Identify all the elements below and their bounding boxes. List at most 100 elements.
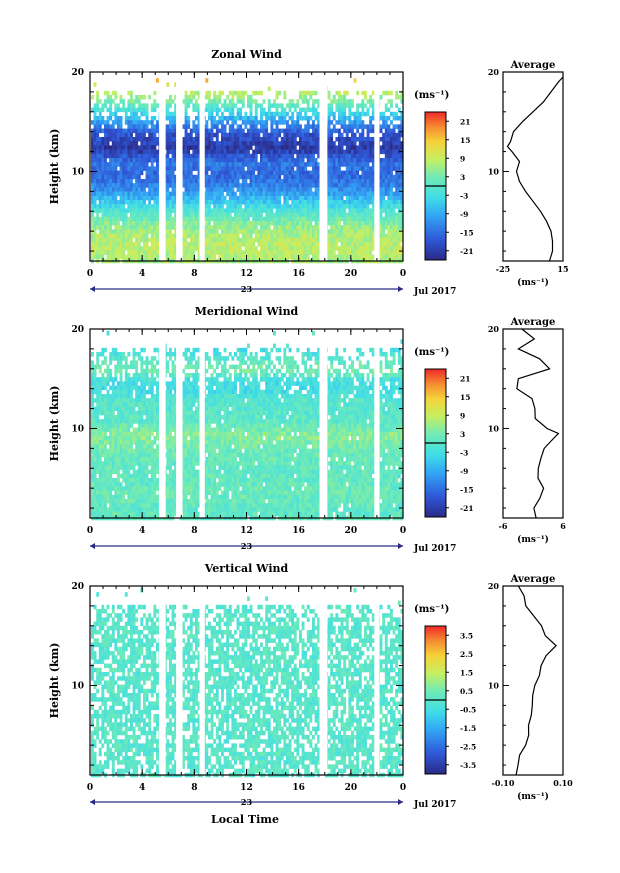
average-y-tick-label: 10: [488, 423, 500, 433]
x-tick-label: 0: [87, 526, 93, 536]
panel-vertical-wind: Vertical Wind 0 4 8 12 16 20 0 10 20 Height (km) 23…: [48, 562, 573, 810]
colorbar-tick-label: -21: [460, 247, 474, 256]
y-tick-label: 20: [71, 68, 84, 78]
colorbar-tick-label: 3: [460, 173, 465, 182]
average-y-tick-label: 20: [488, 581, 500, 591]
data-gap: [199, 330, 205, 518]
colorbar-tick-label: -3: [460, 191, 468, 200]
y-tick-label: 10: [71, 167, 84, 177]
data-gap: [374, 587, 380, 775]
colorbar-unit: (ms⁻¹): [414, 604, 449, 615]
colorbar-tick-label: 21: [460, 374, 470, 383]
x-tick-label: 16: [292, 526, 305, 536]
colorbar-tick-label: 15: [460, 136, 470, 145]
x-tick-label: 8: [191, 526, 197, 536]
panel-zonal-wind: Zonal Wind 0 4 8 12 16 20 0 10 20 Height (km) 23 Jul…: [48, 48, 569, 297]
average-line: [515, 585, 557, 776]
average-unit: (ms⁻¹): [517, 534, 549, 545]
y-axis-label: Height (km): [48, 129, 61, 205]
colorbar-tick-label: -2.5: [460, 742, 476, 751]
colorbar-tick-label: -9: [460, 467, 468, 476]
x-tick-label: 12: [240, 526, 253, 536]
average-x-tick-label: 6: [560, 521, 566, 531]
average-unit: (ms⁻¹): [517, 791, 549, 802]
x-tick-label: 16: [292, 269, 305, 279]
average-profile: Average -25 15 10 20 (ms⁻¹): [488, 60, 569, 288]
y-axis-label: Height (km): [48, 643, 61, 719]
colorbar-tick-label: 15: [460, 393, 470, 402]
data-gap: [199, 73, 205, 261]
average-title: Average: [510, 317, 556, 328]
colorbar-tick-label: -1.5: [460, 724, 476, 733]
y-tick-label: 20: [71, 582, 84, 592]
average-x-tick-label: -25: [496, 264, 510, 274]
data-gap: [159, 73, 166, 261]
panel-title: Meridional Wind: [195, 305, 299, 318]
average-y-tick-label: 10: [488, 166, 500, 176]
average-x-tick-label: 15: [557, 264, 568, 274]
average-profile: Average -0.10 0.10 10 20 (ms⁻¹): [488, 574, 573, 802]
data-gap: [176, 73, 183, 261]
x-tick-label: 0: [87, 783, 93, 793]
x-tick-label: 8: [191, 269, 197, 279]
day-label: 23: [241, 541, 253, 551]
average-frame: [502, 328, 564, 519]
x-tick-label: 16: [292, 783, 305, 793]
heatmap-field: [91, 588, 404, 778]
data-gap: [176, 587, 183, 775]
average-profile: Average -6 6 10 20 (ms⁻¹): [488, 317, 566, 545]
panel-meridional-wind: Meridional Wind 0 4 8 12 16 20 0 10 20 Height (km)…: [48, 305, 566, 554]
colorbar-unit: (ms⁻¹): [414, 347, 449, 358]
average-frame: [502, 585, 564, 776]
colorbar-tick-label: 9: [460, 154, 465, 163]
date-label: Jul 2017: [413, 287, 456, 297]
colorbar-tick-label: -3: [460, 448, 468, 457]
colorbar-tick-label: 21: [460, 117, 470, 126]
average-title: Average: [510, 60, 556, 71]
y-axis-label: Height (km): [48, 386, 61, 462]
data-gap: [319, 587, 328, 775]
x-tick-label: 4: [139, 526, 145, 536]
average-x-tick-label: 0.10: [553, 778, 573, 788]
data-gap: [159, 330, 166, 518]
date-label: Jul 2017: [413, 800, 456, 810]
heatmap-field: [91, 74, 404, 264]
x-axis-label: Local Time: [211, 813, 279, 826]
heatmap-field: [91, 331, 404, 521]
data-gap: [319, 330, 328, 518]
average-line: [516, 328, 560, 519]
colorbar-tick-label: -15: [460, 228, 474, 237]
x-tick-label: 4: [139, 269, 145, 279]
colorbar-tick-label: 3.5: [460, 631, 473, 640]
x-tick-label: 20: [345, 526, 358, 536]
y-tick-label: 10: [71, 424, 84, 434]
x-tick-label: 12: [240, 269, 253, 279]
x-tick-label: 0: [400, 269, 406, 279]
x-tick-label: 4: [139, 783, 145, 793]
colorbar-tick-label: -9: [460, 210, 468, 219]
x-tick-label: 12: [240, 783, 253, 793]
x-tick-label: 0: [400, 783, 406, 793]
average-frame: [502, 71, 564, 262]
data-gap: [374, 73, 380, 261]
panel-title: Zonal Wind: [211, 48, 282, 61]
y-tick-label: 20: [71, 325, 84, 335]
colorbar-tick-label: 1.5: [460, 668, 473, 677]
average-y-tick-label: 10: [488, 680, 500, 690]
colorbar-tick-label: 3: [460, 430, 465, 439]
data-gap: [374, 330, 380, 518]
average-line: [506, 76, 564, 262]
colorbar-tick-label: -21: [460, 504, 474, 513]
x-tick-label: 8: [191, 783, 197, 793]
day-label: 23: [241, 797, 253, 807]
date-label: Jul 2017: [413, 544, 456, 554]
x-tick-label: 0: [400, 526, 406, 536]
y-tick-label: 10: [71, 681, 84, 691]
data-gap: [176, 330, 183, 518]
day-label: 23: [241, 284, 253, 294]
x-tick-label: 20: [345, 269, 358, 279]
panel-title: Vertical Wind: [204, 562, 289, 575]
average-y-tick-label: 20: [488, 67, 500, 77]
average-x-tick-label: -0.10: [492, 778, 515, 788]
